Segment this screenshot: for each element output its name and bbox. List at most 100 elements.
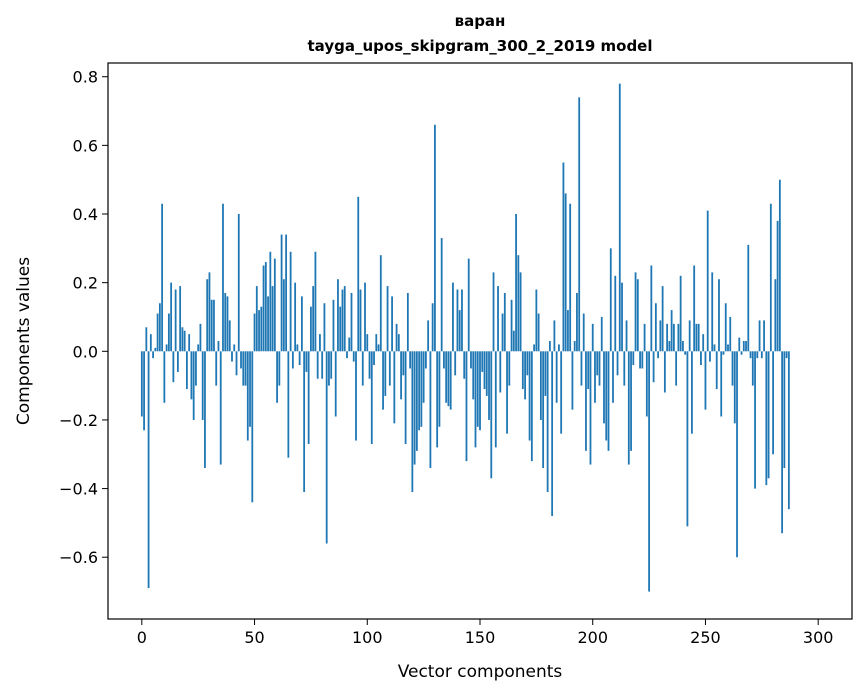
bar — [596, 351, 599, 376]
bar — [174, 289, 177, 352]
bar — [530, 351, 533, 462]
bar — [603, 351, 605, 424]
bar — [684, 351, 687, 355]
bar — [740, 351, 743, 355]
x-axis-ticks: 0 50 100 150 200 250 300 — [137, 619, 833, 647]
bar — [278, 351, 281, 386]
bar — [242, 351, 245, 386]
bar — [465, 351, 468, 462]
bar — [406, 292, 409, 352]
bar — [397, 334, 400, 352]
bar — [201, 351, 204, 420]
bar — [594, 351, 596, 403]
bar — [506, 351, 508, 434]
bar — [262, 265, 265, 352]
x-tick-label: 100 — [352, 628, 383, 647]
bar — [569, 203, 572, 352]
bar — [429, 351, 432, 468]
bar — [648, 351, 650, 592]
bar — [140, 351, 143, 417]
bar — [287, 351, 290, 458]
bar — [386, 286, 389, 352]
bar — [485, 351, 488, 396]
bar — [445, 351, 448, 403]
bar — [776, 220, 779, 352]
bar — [222, 203, 224, 352]
bar — [364, 282, 366, 352]
y-tick-label: 0.4 — [73, 205, 98, 224]
bar — [706, 210, 709, 352]
bar — [183, 330, 186, 352]
bar — [537, 313, 540, 352]
bar — [733, 351, 736, 424]
bar — [481, 351, 484, 372]
bar — [630, 351, 632, 451]
bar — [312, 286, 315, 352]
bar — [163, 351, 166, 403]
plot-frame — [107, 62, 853, 620]
bar — [273, 258, 276, 352]
bar — [377, 344, 380, 352]
bar — [246, 351, 249, 441]
bar — [682, 341, 684, 352]
bar — [179, 286, 182, 352]
bar — [438, 351, 441, 427]
bar — [280, 234, 283, 352]
bar — [553, 320, 556, 352]
bar — [476, 351, 479, 427]
y-tick-label: −0.2 — [59, 411, 98, 430]
y-tick-label: 0.6 — [73, 136, 98, 155]
bar — [240, 351, 242, 369]
bar — [154, 347, 157, 352]
bar — [210, 299, 213, 352]
y-tick-label: 0.8 — [73, 68, 98, 87]
bar — [332, 299, 335, 352]
x-tick-label: 50 — [244, 628, 264, 647]
bar — [769, 203, 772, 352]
chart-title: варан — [455, 12, 506, 30]
bar — [303, 351, 306, 493]
bar — [688, 320, 691, 352]
bar — [352, 351, 355, 362]
bar — [231, 351, 233, 362]
bar — [156, 313, 159, 352]
bar — [418, 351, 421, 431]
bar — [186, 351, 188, 390]
bar — [697, 323, 700, 352]
bar — [663, 351, 666, 393]
bar — [422, 351, 425, 403]
bar — [745, 341, 747, 352]
bar — [463, 351, 466, 379]
bar — [657, 351, 660, 359]
bar — [192, 351, 195, 420]
bar — [172, 351, 175, 383]
bar — [145, 327, 148, 352]
bar — [627, 351, 630, 465]
bar — [409, 351, 412, 369]
bar — [727, 344, 729, 352]
bar — [650, 265, 653, 352]
bar — [255, 286, 258, 352]
bar — [711, 272, 714, 352]
bar — [587, 351, 590, 390]
bar — [461, 289, 463, 352]
bar — [781, 351, 784, 534]
bar — [458, 310, 461, 352]
bar — [564, 193, 567, 352]
bar — [474, 351, 477, 448]
bar — [548, 341, 551, 352]
bar — [167, 313, 170, 352]
bar — [431, 303, 434, 352]
bar — [452, 282, 454, 352]
bar — [467, 258, 470, 352]
bar — [702, 334, 705, 352]
bar — [219, 351, 222, 465]
bar — [456, 289, 459, 352]
bar — [285, 234, 288, 352]
y-axis-label: Components values — [14, 257, 34, 425]
bar — [267, 296, 269, 352]
bar — [319, 334, 321, 352]
bar — [535, 289, 538, 352]
